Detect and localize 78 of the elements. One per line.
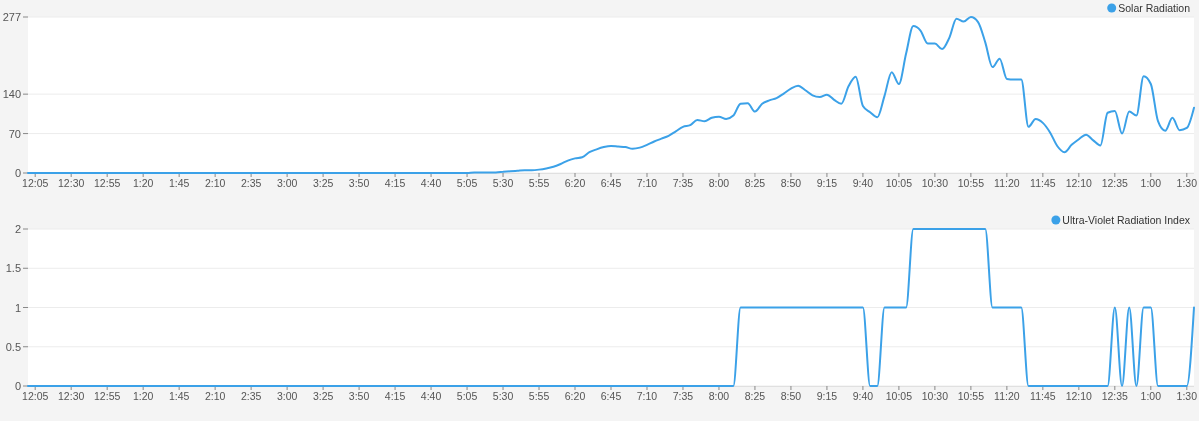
x-tick-label: 1:30 bbox=[1176, 177, 1198, 189]
x-tick-label: 5:05 bbox=[456, 390, 478, 402]
x-tick-label: 12:10 bbox=[1065, 390, 1093, 402]
y-tick-label: 1.5 bbox=[5, 262, 21, 275]
x-tick-label: 10:30 bbox=[921, 177, 949, 189]
x-tick-label: 8:50 bbox=[780, 177, 802, 189]
x-tick-label: 1:00 bbox=[1140, 390, 1162, 402]
x-tick-label: 10:55 bbox=[957, 177, 985, 189]
y-tick-label: 2 bbox=[14, 223, 21, 235]
x-tick-label: 7:10 bbox=[636, 390, 658, 402]
x-tick-label: 11:45 bbox=[1030, 177, 1056, 189]
x-tick-label: 5:55 bbox=[528, 390, 550, 402]
x-tick-label: 2:10 bbox=[204, 177, 226, 189]
x-tick-label: 8:00 bbox=[708, 177, 730, 189]
x-tick-label: 3:00 bbox=[276, 390, 298, 402]
x-tick-label: 7:10 bbox=[636, 177, 658, 189]
x-tick-label: 11:20 bbox=[994, 177, 1020, 189]
y-tick-label: 140 bbox=[2, 88, 21, 101]
x-tick-label: 9:40 bbox=[852, 177, 874, 189]
x-tick-label: 4:15 bbox=[384, 177, 406, 189]
x-tick-label: 9:40 bbox=[852, 390, 874, 402]
x-tick-label: 5:55 bbox=[528, 177, 550, 189]
x-tick-label: 2:35 bbox=[240, 390, 262, 402]
x-tick-label: 10:55 bbox=[957, 390, 985, 402]
x-tick-label: 12:05 bbox=[22, 177, 49, 189]
x-tick-label: 2:35 bbox=[240, 177, 262, 189]
x-tick-label: 5:30 bbox=[492, 177, 514, 189]
y-tick-label: 70 bbox=[8, 127, 21, 140]
x-tick-label: 3:25 bbox=[312, 177, 334, 189]
x-tick-label: 4:40 bbox=[420, 390, 442, 402]
x-tick-label: 5:05 bbox=[456, 177, 478, 189]
x-tick-label: 8:00 bbox=[708, 390, 730, 402]
x-tick-label: 7:35 bbox=[672, 390, 694, 402]
x-tick-label: 6:20 bbox=[564, 390, 586, 402]
x-tick-label: 1:45 bbox=[168, 177, 190, 189]
x-tick-label: 12:30 bbox=[58, 390, 85, 402]
x-tick-label: 11:45 bbox=[1030, 390, 1056, 402]
x-tick-label: 12:30 bbox=[58, 177, 85, 189]
y-tick-label: 0 bbox=[14, 167, 21, 179]
x-tick-label: 8:25 bbox=[744, 177, 766, 189]
x-tick-label: 5:30 bbox=[492, 390, 514, 402]
x-tick-label: 1:00 bbox=[1140, 177, 1162, 189]
x-tick-label: 12:10 bbox=[1065, 177, 1093, 189]
x-tick-label: 6:45 bbox=[600, 390, 622, 402]
x-tick-label: 12:35 bbox=[1101, 177, 1129, 189]
x-tick-label: 4:40 bbox=[420, 177, 442, 189]
x-tick-label: 2:10 bbox=[204, 390, 226, 402]
x-tick-label: 12:55 bbox=[94, 390, 121, 402]
x-tick-label: 10:30 bbox=[921, 390, 949, 402]
x-tick-label: 3:50 bbox=[348, 177, 370, 189]
legend-label: Solar Radiation bbox=[1118, 1, 1191, 14]
x-tick-label: 1:45 bbox=[168, 390, 190, 402]
y-tick-label: 277 bbox=[2, 11, 21, 23]
x-tick-label: 3:00 bbox=[276, 177, 298, 189]
x-tick-label: 8:25 bbox=[744, 390, 766, 402]
line-series bbox=[27, 16, 1195, 174]
x-tick-label: 1:30 bbox=[1176, 390, 1198, 402]
x-tick-label: 3:50 bbox=[348, 390, 370, 402]
y-tick-label: 0.5 bbox=[5, 340, 21, 353]
x-tick-label: 8:50 bbox=[780, 390, 802, 402]
y-tick-label: 1 bbox=[14, 301, 21, 314]
x-tick-label: 12:55 bbox=[94, 177, 121, 189]
x-tick-label: 9:15 bbox=[816, 390, 838, 402]
x-tick-label: 7:35 bbox=[672, 177, 694, 189]
legend-label: Ultra-Violet Radiation Index bbox=[1062, 213, 1191, 226]
x-tick-label: 4:15 bbox=[384, 390, 406, 402]
x-tick-label: 12:35 bbox=[1101, 390, 1129, 402]
x-tick-label: 11:20 bbox=[994, 390, 1020, 402]
x-tick-label: 1:20 bbox=[132, 390, 154, 402]
y-tick-label: 0 bbox=[14, 380, 21, 392]
x-tick-label: 12:05 bbox=[22, 390, 49, 402]
x-tick-label: 3:25 bbox=[312, 390, 334, 402]
x-tick-label: 1:20 bbox=[132, 177, 154, 189]
x-tick-label: 6:45 bbox=[600, 177, 622, 189]
x-tick-label: 9:15 bbox=[816, 177, 838, 189]
x-tick-label: 10:05 bbox=[885, 177, 913, 189]
x-tick-label: 10:05 bbox=[885, 390, 913, 402]
x-tick-label: 6:20 bbox=[564, 177, 586, 189]
